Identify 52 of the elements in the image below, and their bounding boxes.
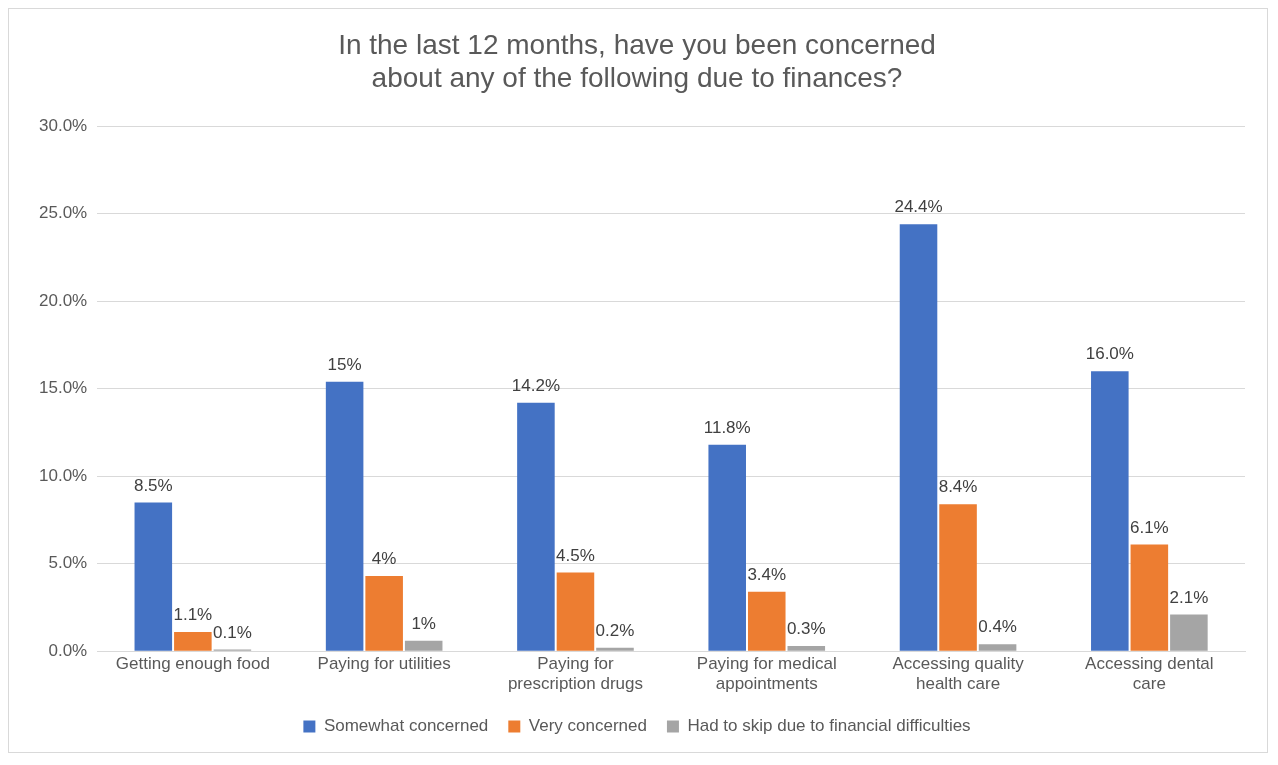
data-label: 0.1% <box>213 622 252 642</box>
bar <box>404 640 443 651</box>
bar <box>517 402 555 651</box>
data-label: 0.4% <box>978 617 1017 637</box>
data-label: 0.2% <box>595 620 635 640</box>
bar <box>556 572 595 651</box>
bar <box>325 381 364 651</box>
bar <box>1091 371 1129 651</box>
legend-label: Had to skip due to financial difficulties <box>687 716 971 736</box>
y-tick-label: 5.0% <box>48 553 88 573</box>
data-label: 4.5% <box>556 545 595 565</box>
data-label: 0.3% <box>786 619 826 639</box>
x-tick-label: Paying for prescription drugs <box>507 654 644 694</box>
chart-title: In the last 12 months, have you been concerned about any of the following due to finances? <box>338 28 936 94</box>
data-label: 2.1% <box>1169 587 1209 607</box>
bar <box>747 591 786 651</box>
data-label: 1.1% <box>173 605 213 625</box>
bar <box>1170 614 1208 651</box>
x-tick-label: Getting enough food <box>115 654 270 674</box>
y-tick-label: 10.0% <box>39 465 88 485</box>
data-label: 1% <box>411 613 436 633</box>
bar <box>1130 544 1169 651</box>
data-label: 4% <box>371 549 397 569</box>
data-label: 11.8% <box>703 417 751 437</box>
bar <box>596 647 634 651</box>
y-tick-label: 30.0% <box>39 115 88 135</box>
data-label: 16.0% <box>1085 344 1134 364</box>
bar <box>787 645 826 651</box>
y-tick-label: 0.0% <box>48 640 88 660</box>
data-label: 24.4% <box>894 197 943 217</box>
y-tick-label: 25.0% <box>39 203 88 223</box>
data-label: 8.5% <box>133 475 173 495</box>
x-tick-label: Accessing quality health care <box>892 654 1025 694</box>
data-label: 14.2% <box>511 375 561 395</box>
legend-label: Somewhat concerned <box>323 716 489 736</box>
bar <box>899 224 938 651</box>
data-label: 15% <box>327 354 362 374</box>
x-tick-label: Paying for utilities <box>317 654 451 674</box>
y-tick-label: 15.0% <box>39 378 88 398</box>
bar <box>978 644 1017 651</box>
data-label: 8.4% <box>938 477 978 497</box>
bar <box>174 631 212 651</box>
bar <box>134 502 173 651</box>
x-tick-label: Paying for medical appointments <box>696 654 837 694</box>
data-label: 6.1% <box>1129 517 1169 537</box>
data-label: 3.4% <box>747 564 787 584</box>
bar <box>939 504 977 651</box>
y-tick-label: 20.0% <box>39 290 88 310</box>
bar <box>708 444 746 651</box>
legend-label: Very concerned <box>528 716 647 736</box>
bar <box>365 575 403 651</box>
x-tick-label: Accessing dental care <box>1085 654 1214 694</box>
